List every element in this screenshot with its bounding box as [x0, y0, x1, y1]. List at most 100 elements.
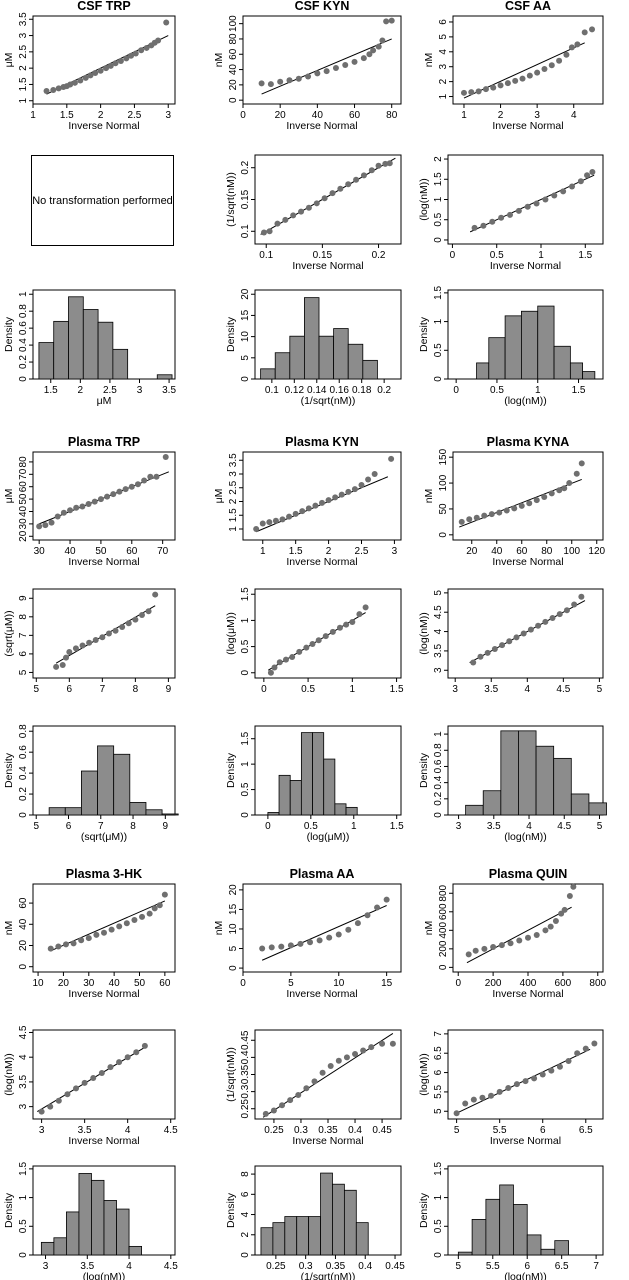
data-point — [297, 940, 304, 947]
data-point — [584, 172, 591, 179]
x-tick-label: 6 — [540, 1125, 546, 1136]
data-point — [533, 931, 540, 938]
y-tick-label: 1.5 — [433, 1161, 444, 1175]
y-tick-label: 10 — [240, 331, 251, 343]
y-tick-label: 100 — [438, 474, 449, 491]
chart-title: CSF AA — [505, 0, 551, 13]
data-point — [549, 615, 556, 622]
histogram-bar — [513, 1204, 528, 1256]
data-point — [143, 44, 150, 51]
y-tick-label: 0.5 — [240, 639, 251, 653]
data-point — [139, 913, 146, 920]
x-tick-label: 4 — [125, 1125, 131, 1136]
x-tick-label: 0.4 — [358, 1261, 372, 1272]
y-tick-label: 4 — [18, 1054, 29, 1060]
y-tick-label: 1 — [228, 526, 239, 532]
data-point — [55, 943, 62, 950]
data-point — [319, 499, 325, 506]
data-point — [98, 1070, 105, 1077]
data-point — [337, 185, 344, 192]
x-tick-label: 0.35 — [326, 1261, 346, 1272]
data-point — [591, 1040, 598, 1047]
x-tick-label: 60 — [349, 110, 361, 121]
x-tick-label: 3.5 — [484, 684, 498, 695]
x-tick-label: 1 — [260, 546, 266, 557]
data-point — [292, 510, 299, 517]
data-point — [479, 1094, 486, 1101]
data-point — [582, 1045, 589, 1052]
data-point — [353, 176, 360, 183]
data-point — [574, 1050, 581, 1057]
x-tick-label: 0 — [450, 250, 456, 261]
data-point — [134, 481, 141, 488]
data-point — [156, 902, 163, 909]
data-point — [91, 498, 98, 505]
y-axis-label: Density — [418, 752, 430, 788]
x-tick-label: 5 — [34, 684, 40, 695]
x-tick-label: 6 — [66, 821, 72, 832]
data-point — [389, 1040, 396, 1047]
x-tick-label: 2 — [78, 385, 84, 396]
data-point — [276, 659, 283, 666]
data-point — [86, 639, 93, 646]
data-point — [547, 923, 554, 930]
x-tick-label: 2.5 — [355, 546, 369, 557]
x-tick-label: 0 — [240, 110, 246, 121]
y-axis-label: (1/sqrt(nM)) — [225, 1047, 237, 1102]
y-tick-label: 0.5 — [240, 782, 251, 796]
data-point — [162, 453, 169, 460]
y-tick-label: 150 — [438, 448, 449, 465]
x-tick-label: 10 — [33, 978, 45, 989]
data-point — [491, 645, 498, 652]
data-point — [60, 509, 67, 516]
x-axis-label: Inverse Normal — [68, 556, 139, 568]
data-point — [497, 82, 504, 89]
data-point — [360, 172, 367, 179]
y-tick-label: 6 — [433, 1069, 444, 1075]
data-point — [147, 473, 154, 480]
x-tick-label: 0.3 — [294, 1125, 308, 1136]
y-tick-label: 1.5 — [228, 508, 239, 522]
data-point — [123, 55, 130, 62]
y-tick-label: 1 — [18, 1194, 29, 1200]
data-point — [93, 931, 100, 938]
plot-frame — [32, 15, 176, 105]
data-point — [574, 41, 581, 48]
data-point — [504, 80, 511, 87]
data-point — [382, 160, 389, 167]
y-axis-label: μM — [213, 489, 225, 504]
x-tick-label: 1 — [30, 110, 36, 121]
data-point — [73, 504, 80, 511]
y-tick-label: 4 — [433, 628, 444, 634]
x-tick-label: 6 — [67, 684, 73, 695]
x-tick-label: 1 — [461, 110, 467, 121]
y-tick-label: 2.5 — [18, 44, 29, 58]
x-tick-label: 4 — [571, 110, 577, 121]
x-tick-label: 60 — [126, 546, 138, 557]
x-tick-label: 0.25 — [266, 1261, 286, 1272]
y-tick-label: 8 — [18, 614, 29, 620]
data-point — [534, 69, 541, 76]
y-tick-label: 7 — [18, 632, 29, 638]
data-point — [79, 642, 86, 649]
x-tick-label: 5 — [33, 821, 39, 832]
y-tick-label: 0.2 — [18, 355, 29, 369]
y-tick-label: 0 — [18, 963, 29, 969]
data-point — [303, 644, 310, 651]
x-tick-label: 2 — [98, 110, 104, 121]
data-point — [305, 73, 312, 80]
x-tick-label: 2 — [498, 110, 504, 121]
data-point — [522, 1078, 529, 1085]
x-tick-label: 50 — [95, 546, 107, 557]
data-point — [110, 491, 117, 498]
plot-frame — [32, 883, 176, 973]
data-point — [388, 455, 395, 462]
x-tick-label: 1.5 — [60, 110, 74, 121]
histogram-bar — [554, 1240, 569, 1256]
data-point — [321, 195, 328, 202]
y-tick-label: 15 — [228, 903, 239, 915]
y-tick-label: 0.6 — [18, 745, 29, 759]
